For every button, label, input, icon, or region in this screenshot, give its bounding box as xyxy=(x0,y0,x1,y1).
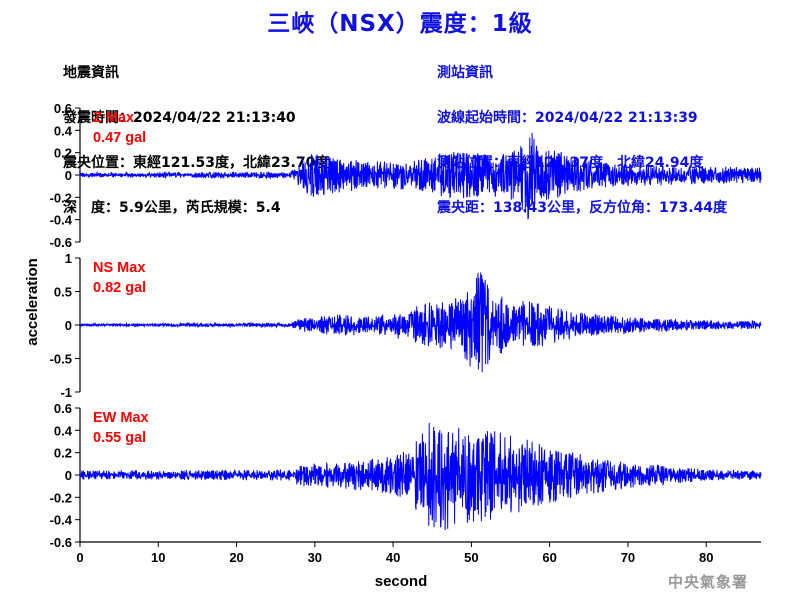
y-tick-label: 0.2 xyxy=(54,146,72,161)
y-tick-label: -0.4 xyxy=(50,513,73,528)
y-tick-label: 0 xyxy=(65,468,72,483)
waveform-ew xyxy=(79,422,762,531)
y-tick-label: 0.6 xyxy=(54,401,72,416)
x-tick-label: 60 xyxy=(542,550,556,565)
x-tick-label: 70 xyxy=(621,550,635,565)
origin-time: 發震時間：2024/04/22 21:13:40 xyxy=(63,110,296,126)
y-tick-label: -0.6 xyxy=(50,235,72,250)
station-info: 測站資訊 波線起始時間：2024/04/22 21:13:39 測站位置：東經1… xyxy=(437,36,727,231)
y-tick-label: 0 xyxy=(65,318,72,333)
y-tick-label: -0.2 xyxy=(50,490,72,505)
max-label: Z Max xyxy=(93,110,134,126)
max-value: 0.55 gal xyxy=(93,430,146,446)
earthquake-info: 地震資訊 發震時間：2024/04/22 21:13:40 震央位置：東經121… xyxy=(63,36,329,231)
y-tick-label: -0.5 xyxy=(50,352,72,367)
epicenter-location: 震央位置：東經121.53度，北緯23.70度 xyxy=(63,155,330,171)
epicentral-distance: 震央距：138.43公里，反方位角：173.44度 xyxy=(437,200,728,216)
panel-z: -0.6 -0.4 -0.2 0 0.2 0.4 0.6 Z Max 0.47 gal xyxy=(50,101,762,250)
y-tick-label: -0.6 xyxy=(50,535,72,550)
panel-ew: -0.6 -0.4 -0.2 0 0.2 0.4 0.6 EW Max 0.55 gal xyxy=(50,401,762,550)
x-tick-label: 50 xyxy=(464,550,478,565)
panel-ns: -1 -0.5 0 0.5 1 NS Max 0.82 gal xyxy=(50,251,762,400)
y-tick-label: 0.4 xyxy=(54,423,73,438)
max-value: 0.82 gal xyxy=(93,280,146,296)
x-tick-label: 0 xyxy=(76,550,83,565)
x-axis-label: second xyxy=(375,573,428,590)
y-tick-label: -1 xyxy=(60,385,72,400)
page-title: 三峽（NSX）震度：1級 xyxy=(267,11,533,37)
depth-magnitude: 深 度：5.9公里，芮氏規模：5.4 xyxy=(63,200,281,216)
y-tick-label: 1 xyxy=(65,251,72,266)
x-tick-label: 30 xyxy=(308,550,322,565)
x-tick-label: 20 xyxy=(229,550,243,565)
x-tick-label: 80 xyxy=(699,550,713,565)
earthquake-info-heading: 地震資訊 xyxy=(63,65,119,81)
wave-start-time: 波線起始時間：2024/04/22 21:13:39 xyxy=(437,110,698,126)
waveform-z xyxy=(79,132,762,220)
y-tick-label: 0.5 xyxy=(54,285,72,300)
y-tick-label: -0.4 xyxy=(50,213,73,228)
agency-credit: 中央氣象署 xyxy=(667,573,748,591)
waveform-ns xyxy=(79,272,762,373)
station-info-heading: 測站資訊 xyxy=(437,65,493,81)
x-tick-label: 40 xyxy=(386,550,400,565)
y-tick-label: 0.4 xyxy=(54,123,73,138)
y-axis-label: acceleration xyxy=(24,258,41,346)
y-tick-label: 0 xyxy=(65,168,72,183)
y-tick-label: -0.2 xyxy=(50,190,72,205)
y-tick-label: 0.2 xyxy=(54,446,72,461)
max-value: 0.47 gal xyxy=(93,130,146,146)
max-label: EW Max xyxy=(93,410,149,426)
x-tick-label: 10 xyxy=(151,550,165,565)
max-label: NS Max xyxy=(93,260,145,276)
y-tick-label: 0.6 xyxy=(54,101,72,116)
